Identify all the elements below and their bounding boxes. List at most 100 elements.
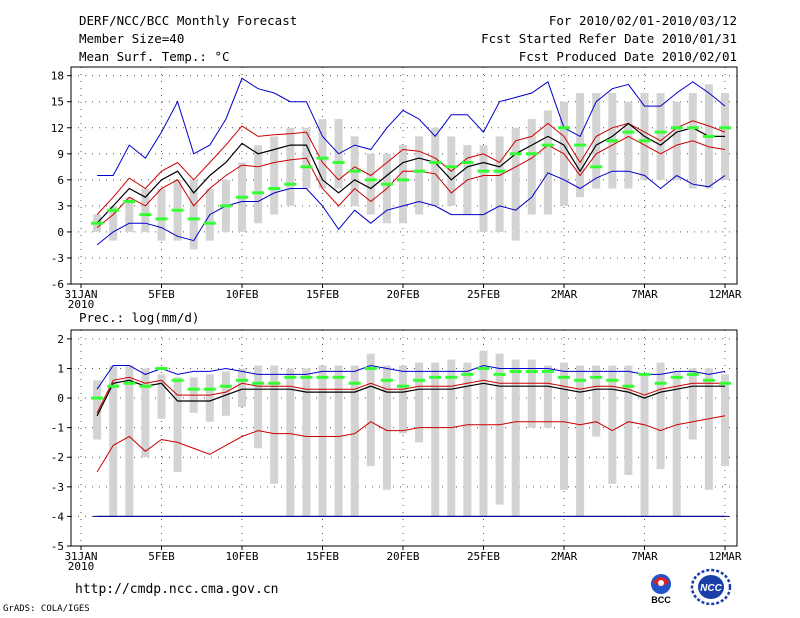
- prec-ensemble-box: [382, 365, 391, 490]
- temp-ensemble-box: [125, 197, 134, 232]
- prec-ytick-label: 1: [57, 362, 64, 375]
- prec-median-mark: [719, 381, 731, 385]
- temp-ensemble-box: [527, 119, 536, 215]
- prec-ensemble-box: [511, 359, 520, 517]
- temp-median-mark: [638, 139, 651, 143]
- temp-xtick-label: 5FEB: [148, 288, 175, 301]
- temp-median-mark: [606, 139, 619, 143]
- temp-median-mark: [91, 221, 104, 225]
- prec-median-mark: [541, 369, 554, 373]
- temp-median-mark: [364, 178, 377, 182]
- prec-ensemble-box: [576, 365, 585, 517]
- prec-median-mark: [203, 387, 216, 391]
- forecast-period-label: For 2010/02/01-2010/03/12: [548, 13, 737, 28]
- temp-median-mark: [670, 126, 683, 130]
- temp-median-mark: [445, 165, 458, 169]
- prec-ytick-label: -3: [51, 481, 64, 494]
- prec-ensemble-box: [205, 374, 214, 422]
- temp-ytick-label: -6: [51, 278, 64, 291]
- bcc-logo-text: BCC: [651, 595, 671, 605]
- temp-median-mark: [493, 169, 506, 173]
- prec-ensemble-box: [350, 365, 359, 517]
- prec-ensemble-box: [672, 371, 681, 517]
- prec-median-mark: [236, 378, 248, 382]
- prec-ensemble-box: [254, 365, 263, 449]
- prec-xtick-label: 7MAR: [631, 550, 658, 563]
- temp-median-mark: [332, 160, 345, 164]
- temp-upper-line: [96, 120, 726, 215]
- temp-ensemble-box: [318, 119, 327, 189]
- temp-median-mark: [107, 208, 120, 212]
- temp-median-mark: [429, 160, 442, 164]
- prec-lower-line: [96, 415, 726, 473]
- temp-xtick-sublabel: 2010: [68, 298, 95, 311]
- prec-median-mark: [477, 366, 490, 370]
- prec-median-mark: [155, 366, 168, 370]
- prec-mean-line: [96, 379, 725, 417]
- temp-ensemble-box: [479, 145, 488, 232]
- temp-xtick-label: 25FEB: [467, 288, 500, 301]
- prec-ytick-label: -2: [51, 451, 64, 464]
- prec-upper-line: [96, 376, 725, 414]
- temp-plot-frame: [70, 66, 738, 285]
- prec-ensemble-box: [495, 353, 504, 505]
- temp-median-mark: [171, 208, 184, 212]
- prec-ensemble-box: [656, 362, 665, 470]
- prec-ensemble-box: [318, 365, 327, 517]
- prec-ensemble-box: [704, 368, 713, 490]
- prec-ensemble-box: [447, 359, 456, 517]
- prec-median-mark: [397, 384, 409, 388]
- prec-ytick-label: -1: [51, 422, 64, 435]
- prec-ytick-label: 0: [57, 392, 64, 405]
- prec-median-mark: [638, 372, 651, 376]
- prec-median-mark: [493, 372, 506, 376]
- prec-median-mark: [364, 366, 377, 370]
- temp-median-mark: [348, 169, 361, 173]
- prec-median-mark: [590, 375, 603, 379]
- prec-median-mark: [413, 378, 426, 382]
- prec-median-mark: [268, 381, 281, 385]
- prec-ensemble-box: [463, 362, 472, 517]
- prec-median-mark: [670, 375, 683, 379]
- source-url[interactable]: http://cmdp.ncc.cma.gov.cn: [75, 582, 279, 597]
- temp-xtick-label: 12MAR: [708, 288, 741, 301]
- prec-xtick-label: 10FEB: [225, 550, 258, 563]
- temp-ytick-label: 6: [57, 174, 64, 187]
- forecast-started-label: Fcst Started Refer Date 2010/01/31: [481, 31, 737, 46]
- prec-median-mark: [702, 378, 715, 382]
- temp-median-mark: [203, 221, 216, 225]
- temp-median-mark: [268, 187, 281, 191]
- temp-median-mark: [719, 126, 731, 130]
- prec-median-mark: [380, 378, 393, 382]
- temp-median-mark: [525, 152, 538, 156]
- temp-median-mark: [252, 191, 265, 195]
- member-size-label: Member Size=40: [79, 31, 185, 46]
- prec-ensemble-box: [238, 368, 246, 407]
- temp-ytick-label: -3: [51, 252, 64, 265]
- prec-ensemble-box: [431, 362, 440, 517]
- prec-ensemble-box: [157, 374, 166, 419]
- prec-xtick-label: 25FEB: [467, 550, 500, 563]
- temp-ytick-label: 3: [57, 200, 64, 213]
- temp-median-mark: [590, 165, 603, 169]
- prec-median-mark: [622, 384, 635, 388]
- temp-ensemble-box: [543, 110, 552, 215]
- temp-min-line: [96, 170, 726, 246]
- prec-xtick-label: 15FEB: [306, 550, 339, 563]
- temp-median-mark: [654, 130, 667, 134]
- temp-median-mark: [686, 126, 699, 130]
- ncc-logo: NCC: [690, 568, 732, 606]
- prec-max-line: [96, 364, 726, 390]
- chart-title: DERF/NCC/BCC Monthly Forecast: [79, 13, 298, 28]
- temp-median-mark: [558, 126, 570, 130]
- prec-median-mark: [654, 381, 667, 385]
- temp-xtick-label: 15FEB: [306, 288, 339, 301]
- temp-ytick-label: 15: [51, 96, 64, 109]
- prec-median-mark: [429, 375, 442, 379]
- prec-ytick-label: -4: [51, 510, 65, 523]
- prec-ensemble-box: [592, 365, 601, 437]
- prec-ensemble-box: [527, 359, 536, 428]
- temp-ensemble-box: [399, 145, 407, 224]
- prec-median-mark: [574, 378, 587, 382]
- grads-credit: GrADS: COLA/IGES: [3, 604, 90, 614]
